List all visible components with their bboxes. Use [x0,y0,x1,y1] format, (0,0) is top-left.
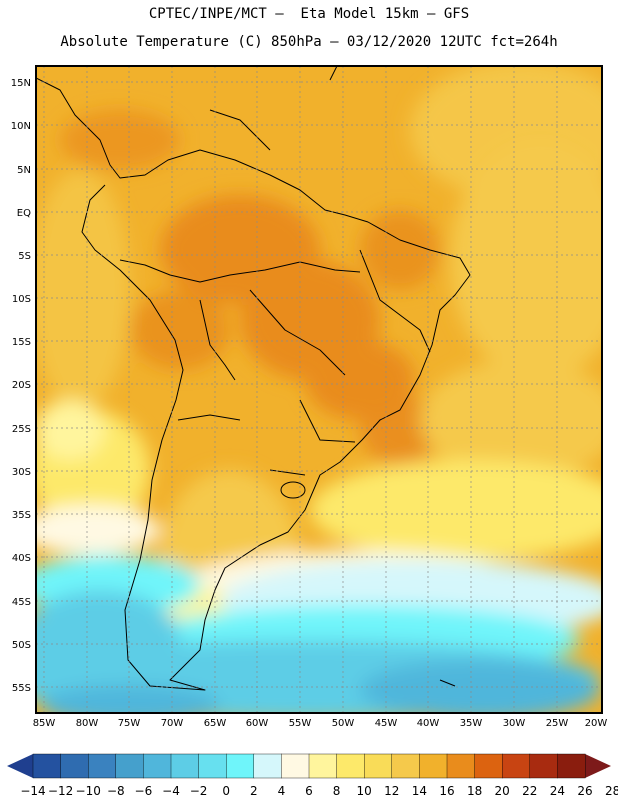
map-title-line-2: Absolute Temperature (C) 850hPa – 03/12/… [60,34,558,50]
lat-label: 5N [17,165,31,176]
colorbar-swatch [529,753,558,779]
lat-label: 20S [12,380,31,391]
colorbar-swatch [115,753,144,779]
colorbar-label: 22 [522,784,537,798]
colorbar-label: 6 [305,784,313,798]
lat-label: 15S [12,337,31,348]
lon-label: 75W [118,718,141,729]
colorbar-swatch [281,753,310,779]
colorbar-label: 18 [467,784,482,798]
lat-label: 15N [11,78,31,89]
lon-label: 45W [375,718,398,729]
colorbar-label: −14 [20,784,45,798]
colorbar-swatch [474,753,503,779]
colorbar-label: 8 [333,784,341,798]
colorbar-swatch [364,753,393,779]
lon-label: 70W [161,718,184,729]
colorbar-swatch [557,753,586,779]
colorbar-swatch [253,753,282,779]
colorbar-label: 24 [550,784,565,798]
lat-label: 50S [12,640,31,651]
colorbar-swatch [87,753,117,779]
lat-label: EQ [17,208,31,219]
colorbar-left-arrow [7,754,33,778]
colorbar-swatch [419,753,448,779]
lon-label: 55W [289,718,312,729]
lon-label: 20W [585,718,608,729]
colorbar-label: 2 [250,784,258,798]
colorbar-label: 4 [278,784,286,798]
colorbar-right-arrow [585,754,611,778]
lat-label: 45S [12,597,31,608]
lat-label: 35S [12,510,31,521]
colorbar-label: 16 [439,784,454,798]
colorbar-label: 0 [222,784,230,798]
colorbar-label: 28 [605,784,618,798]
colorbar-swatch [502,753,531,779]
lon-label: 80W [76,718,99,729]
map-title-line-1: CPTEC/INPE/MCT – Eta Model 15km – GFS [148,6,470,22]
colorbar-label: −8 [107,784,125,798]
lon-label: 35W [460,718,483,729]
map-frame [35,65,603,714]
colorbar-label: −2 [190,784,208,798]
colorbar-label: 20 [495,784,510,798]
colorbar-label: −10 [76,784,101,798]
colorbar-swatch [198,753,227,779]
colorbar-label: −12 [48,784,73,798]
colorbar: −14 −12 −10 −8 −6 −4 −2 0 2 4 6 8 10 12 14 16 18 20 22 24 26… [7,753,618,798]
gridlines [36,66,602,713]
colorbar-label: 12 [384,784,399,798]
colorbar-swatch [32,753,62,779]
colorbar-label: 26 [577,784,592,798]
colorbar-swatch [391,753,420,779]
lat-label: 30S [12,467,31,478]
longitude-labels: 85W 80W 75W 70W 65W 60W 55W 50W 45W 40W … [33,718,608,729]
colorbar-swatch [170,753,200,779]
colorbar-swatch [446,753,476,779]
colorbar-label: −6 [135,784,153,798]
lon-label: 25W [546,718,569,729]
lon-label: 60W [246,718,269,729]
lat-label: 10N [11,121,31,132]
colorbar-swatch [60,753,89,779]
lon-label: 30W [503,718,526,729]
lon-label: 50W [332,718,355,729]
colorbar-label: 14 [412,784,427,798]
lat-label: 25S [12,424,31,435]
colorbar-swatch [336,753,365,779]
lat-label: 5S [18,251,31,262]
lat-label: 40S [12,553,31,564]
colorbar-swatch [225,753,255,779]
colorbar-swatches [32,753,586,779]
colorbar-swatch [143,753,172,779]
colorbar-swatch [308,753,338,779]
colorbar-labels: −14 −12 −10 −8 −6 −4 −2 0 2 4 6 8 10 12 14 16 18 20 22 24 26… [20,784,618,798]
latitude-labels: 15N 10N 5N EQ 5S 10S 15S 20S 25S 30S 35S… [11,78,31,694]
lat-label: 10S [12,294,31,305]
colorbar-label: −4 [162,784,180,798]
coastline [36,66,471,691]
lon-label: 40W [417,718,440,729]
lon-label: 85W [33,718,56,729]
temperature-field [36,66,602,713]
lat-label: 55S [12,683,31,694]
lon-label: 65W [204,718,227,729]
colorbar-label: 10 [357,784,372,798]
